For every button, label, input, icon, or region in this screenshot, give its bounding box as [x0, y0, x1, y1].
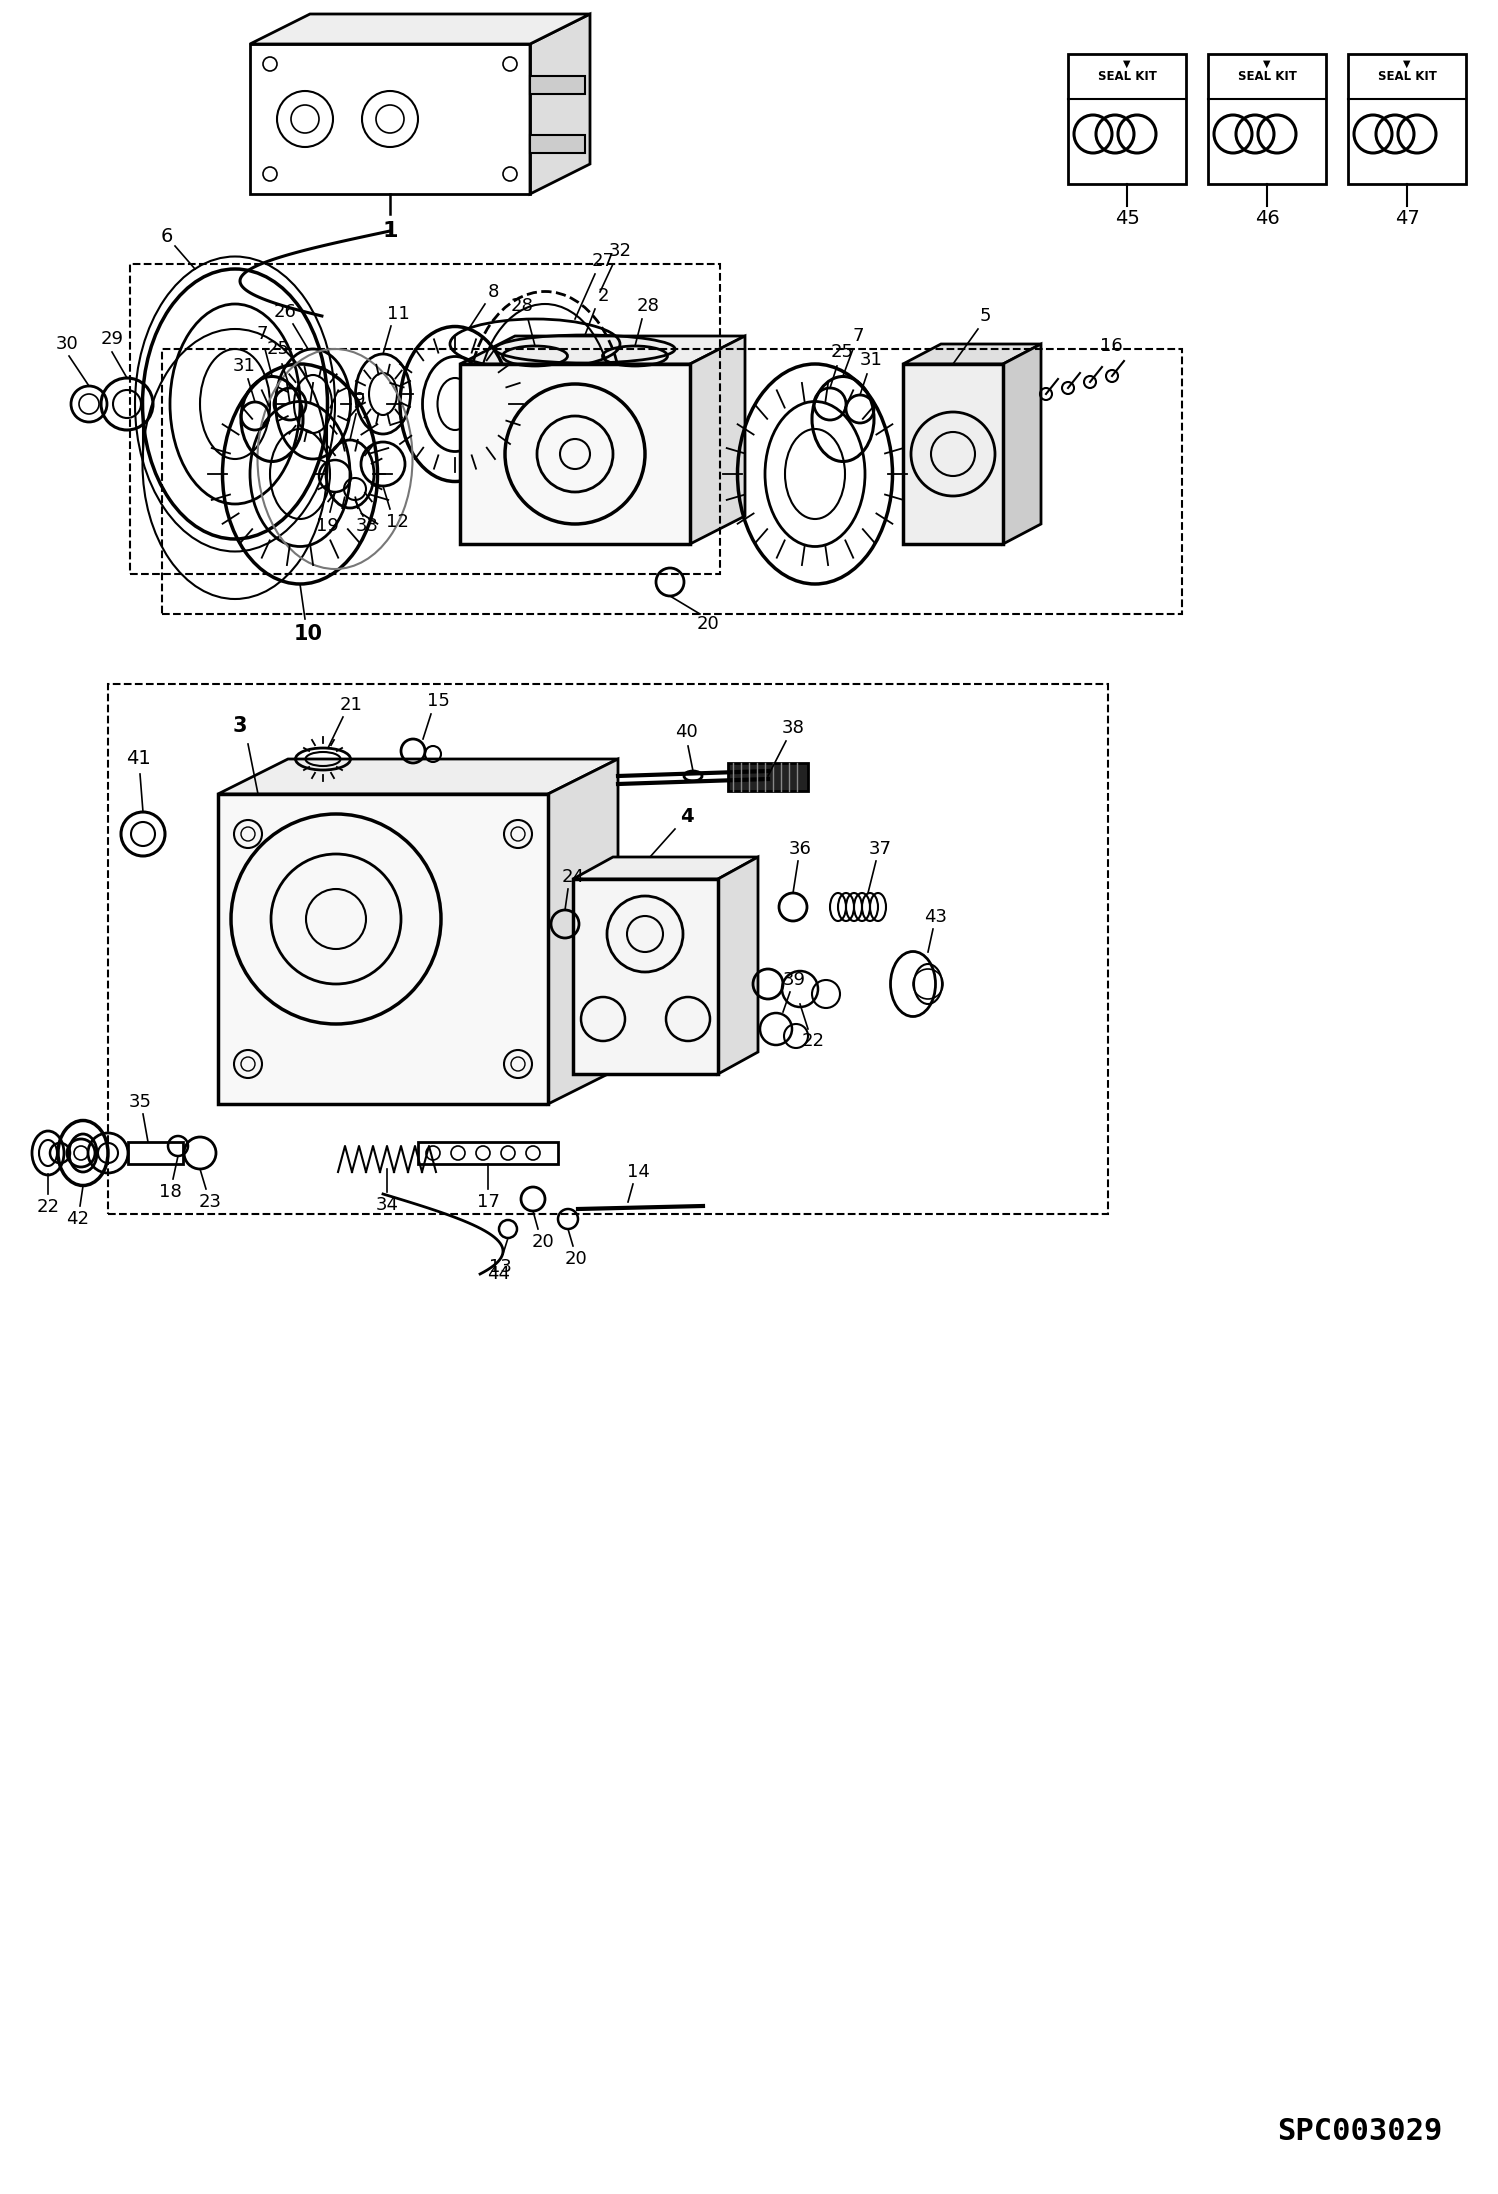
Text: 33: 33 — [355, 518, 379, 535]
Bar — [127, 1143, 183, 1165]
Text: 26: 26 — [274, 303, 297, 320]
Text: 44: 44 — [487, 1266, 509, 1283]
Text: 15: 15 — [427, 691, 449, 711]
Bar — [1068, 55, 1186, 184]
Text: 32: 32 — [608, 241, 632, 261]
Text: 20: 20 — [697, 614, 719, 634]
Text: 14: 14 — [626, 1163, 650, 1180]
Text: 4: 4 — [680, 807, 694, 827]
Bar — [250, 44, 530, 193]
Text: 28: 28 — [511, 296, 533, 316]
Text: 25: 25 — [267, 340, 289, 358]
Bar — [219, 794, 548, 1104]
Text: 27: 27 — [592, 252, 614, 270]
Bar — [574, 880, 718, 1075]
Text: 46: 46 — [1255, 208, 1279, 228]
Text: 7: 7 — [256, 325, 268, 342]
Text: 18: 18 — [159, 1183, 181, 1200]
Polygon shape — [903, 344, 1041, 364]
Text: SEAL KIT: SEAL KIT — [1378, 70, 1437, 83]
Text: ▼: ▼ — [1124, 59, 1131, 68]
Text: 28: 28 — [637, 296, 659, 316]
Text: 40: 40 — [674, 724, 698, 742]
Text: 22: 22 — [36, 1198, 60, 1215]
Text: 31: 31 — [232, 358, 256, 375]
Text: 9: 9 — [354, 391, 366, 408]
Text: 7: 7 — [852, 327, 864, 344]
Bar — [130, 263, 721, 575]
Text: 36: 36 — [788, 840, 812, 858]
Polygon shape — [219, 759, 619, 794]
Text: 17: 17 — [476, 1194, 499, 1211]
Text: 6: 6 — [160, 226, 174, 246]
Text: 29: 29 — [100, 329, 123, 349]
Text: 19: 19 — [316, 518, 339, 535]
Text: 2: 2 — [598, 287, 608, 305]
Text: SEAL KIT: SEAL KIT — [1098, 70, 1156, 83]
Text: 12: 12 — [385, 513, 409, 531]
Bar — [1207, 55, 1326, 184]
Text: 3: 3 — [232, 715, 247, 735]
Bar — [903, 364, 1004, 544]
Text: 11: 11 — [386, 305, 409, 323]
Text: 37: 37 — [869, 840, 891, 858]
Text: 34: 34 — [376, 1196, 398, 1213]
Text: 39: 39 — [782, 972, 806, 989]
Text: 8: 8 — [487, 283, 499, 301]
Text: 31: 31 — [860, 351, 882, 369]
Text: SPC003029: SPC003029 — [1278, 2117, 1443, 2146]
Polygon shape — [250, 13, 590, 44]
Text: 30: 30 — [55, 336, 78, 353]
Bar — [162, 349, 1182, 614]
Polygon shape — [530, 13, 590, 193]
Text: 1: 1 — [382, 222, 398, 241]
Bar — [418, 1143, 557, 1165]
Text: 38: 38 — [782, 720, 804, 737]
Bar — [728, 764, 807, 792]
Text: 22: 22 — [801, 1031, 824, 1051]
Text: 20: 20 — [565, 1251, 587, 1268]
Polygon shape — [574, 858, 758, 880]
Bar — [108, 685, 1109, 1213]
Text: 10: 10 — [294, 623, 322, 645]
Text: 25: 25 — [830, 342, 854, 362]
Text: 24: 24 — [562, 869, 584, 886]
Polygon shape — [1004, 344, 1041, 544]
Polygon shape — [460, 336, 745, 364]
Bar — [1348, 55, 1467, 184]
Text: 45: 45 — [1115, 208, 1140, 228]
Text: ▼: ▼ — [1263, 59, 1270, 68]
Bar — [530, 77, 586, 94]
Text: 16: 16 — [1100, 338, 1122, 355]
Text: SEAL KIT: SEAL KIT — [1237, 70, 1296, 83]
Bar — [460, 364, 691, 544]
Text: 23: 23 — [199, 1194, 222, 1211]
Text: 43: 43 — [924, 908, 948, 926]
Text: 35: 35 — [129, 1093, 151, 1110]
Bar — [530, 136, 586, 154]
Text: 21: 21 — [340, 695, 363, 713]
Text: 41: 41 — [126, 750, 150, 768]
Text: 5: 5 — [980, 307, 990, 325]
Polygon shape — [718, 858, 758, 1075]
Text: 47: 47 — [1395, 208, 1420, 228]
Text: 20: 20 — [532, 1233, 554, 1251]
Polygon shape — [691, 336, 745, 544]
Text: 13: 13 — [488, 1257, 511, 1277]
Text: 42: 42 — [66, 1211, 90, 1229]
Text: ▼: ▼ — [1404, 59, 1411, 68]
Polygon shape — [548, 759, 619, 1104]
